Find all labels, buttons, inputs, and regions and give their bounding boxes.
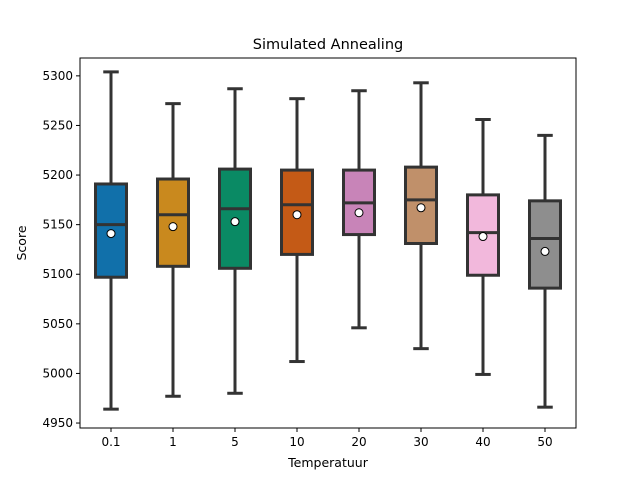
- box-iqr: [466, 193, 500, 277]
- mean-marker: [292, 210, 302, 220]
- y-tick-label: 5200: [42, 168, 73, 182]
- mean-marker: [416, 203, 426, 213]
- x-tick-label: 20: [351, 435, 366, 449]
- x-tick-label: 5: [231, 435, 239, 449]
- chart-title: Simulated Annealing: [253, 37, 403, 53]
- mean-marker: [354, 208, 364, 218]
- box-group-40: [466, 118, 500, 376]
- mean-marker: [478, 232, 488, 242]
- y-axis: 4950 5000 5050 5100 5150 5200 5250 5300: [42, 69, 80, 430]
- y-tick-label: 4950: [42, 416, 73, 430]
- y-tick-label: 5150: [42, 218, 73, 232]
- plot-frame: [79, 57, 577, 429]
- box-group-5: [218, 87, 252, 395]
- box-iqr: [528, 199, 562, 290]
- y-tick-label: 5300: [42, 69, 73, 83]
- y-axis-label: Score: [14, 225, 29, 260]
- box-group-1: [156, 102, 190, 398]
- boxes-layer: [94, 70, 562, 411]
- box-group-50: [528, 133, 562, 409]
- box-group-20: [342, 89, 376, 330]
- x-tick-label: 0.1: [101, 435, 120, 449]
- x-tick-label: 40: [475, 435, 490, 449]
- box-group-0.1: [94, 70, 128, 411]
- x-axis-label: Temperatuur: [287, 455, 369, 470]
- x-tick-label: 50: [537, 435, 552, 449]
- y-tick-label: 5100: [42, 267, 73, 281]
- mean-marker: [230, 217, 240, 227]
- y-tick-label: 5000: [42, 366, 73, 380]
- box-group-10: [280, 97, 314, 364]
- x-tick-label: 10: [289, 435, 304, 449]
- y-tick-label: 5050: [42, 317, 73, 331]
- x-tick-label: 30: [413, 435, 428, 449]
- y-tick-label: 5250: [42, 118, 73, 132]
- mean-marker: [168, 222, 178, 232]
- box-group-30: [404, 81, 438, 351]
- x-axis: 0.1 1 5 10 20 30 40 50: [101, 428, 553, 449]
- mean-marker: [106, 229, 116, 239]
- mean-marker: [540, 246, 550, 256]
- x-tick-label: 1: [169, 435, 177, 449]
